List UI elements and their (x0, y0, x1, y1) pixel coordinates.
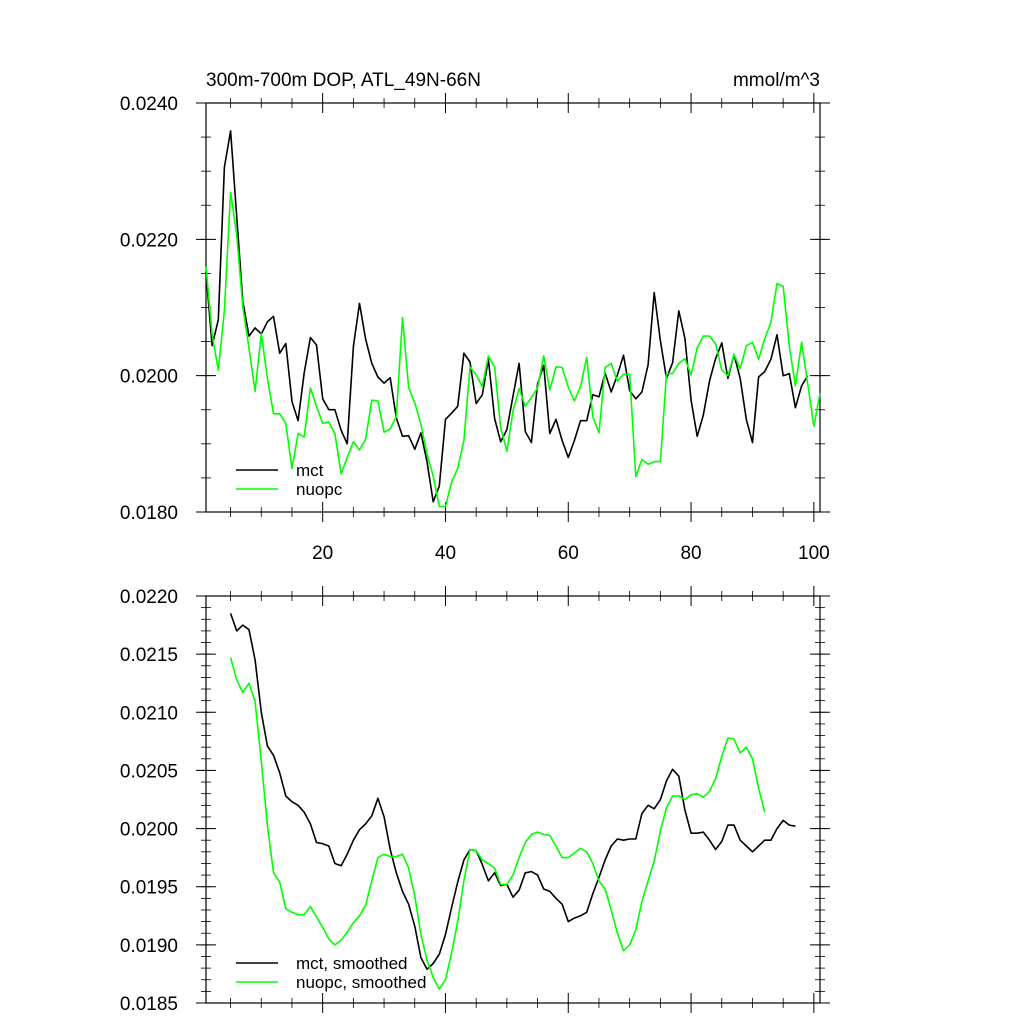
series-line-nuopc-smoothed (229, 657, 766, 990)
bottom-axis-ticks: 0.0185 0.0190 0.0195 0.0200 0.0205 0.0210 0.02… (120, 586, 830, 1015)
y-tick-label: 0.0215 (120, 645, 178, 666)
chart-title: 300m-700m DOP, ATL_49N-66N (206, 70, 481, 91)
y-tick-label: 0.0195 (120, 878, 178, 899)
legend-label: mct, smoothed (296, 954, 408, 973)
x-tick-label: 20 (312, 543, 333, 564)
series-line-mct (205, 130, 809, 503)
y-tick-label: 0.0205 (120, 761, 178, 782)
legend-label: mct (296, 461, 324, 480)
x-tick-label: 80 (680, 543, 701, 564)
y-tick-label: 0.0190 (120, 936, 178, 957)
x-tick-label: 40 (435, 543, 456, 564)
series-line-nuopc (205, 191, 821, 508)
plot-frame-top (205, 102, 821, 513)
series-line-mct-smoothed (229, 613, 796, 971)
y-tick-label: 0.0180 (120, 503, 178, 524)
units-label: mmol/m^3 (733, 70, 820, 91)
y-tick-label: 0.0220 (120, 230, 178, 251)
legend-label: nuopc, smoothed (296, 973, 426, 992)
y-tick-label: 0.0220 (120, 587, 178, 608)
legend-label: nuopc (296, 480, 343, 499)
plot-frame-bottom (205, 595, 821, 1004)
bottom-panel: 0.0185 0.0190 0.0195 0.0200 0.0205 0.0210 0.02… (120, 586, 830, 1015)
x-tick-label: 60 (558, 543, 579, 564)
top-panel: 300m-700m DOP, ATL_49N-66N mmol/m^3 0.01… (120, 70, 830, 564)
y-tick-label: 0.0240 (120, 94, 178, 115)
x-tick-label: 100 (798, 543, 830, 564)
y-tick-label: 0.0200 (120, 820, 178, 841)
top-axis-ticks: 0.0180 0.0200 0.0220 0.0240 20 40 60 80 100 (120, 93, 830, 564)
y-tick-label: 0.0185 (120, 994, 178, 1015)
y-tick-label: 0.0200 (120, 367, 178, 388)
y-tick-label: 0.0210 (120, 703, 178, 724)
top-series-lines (205, 130, 821, 508)
bottom-series-lines (229, 613, 796, 990)
